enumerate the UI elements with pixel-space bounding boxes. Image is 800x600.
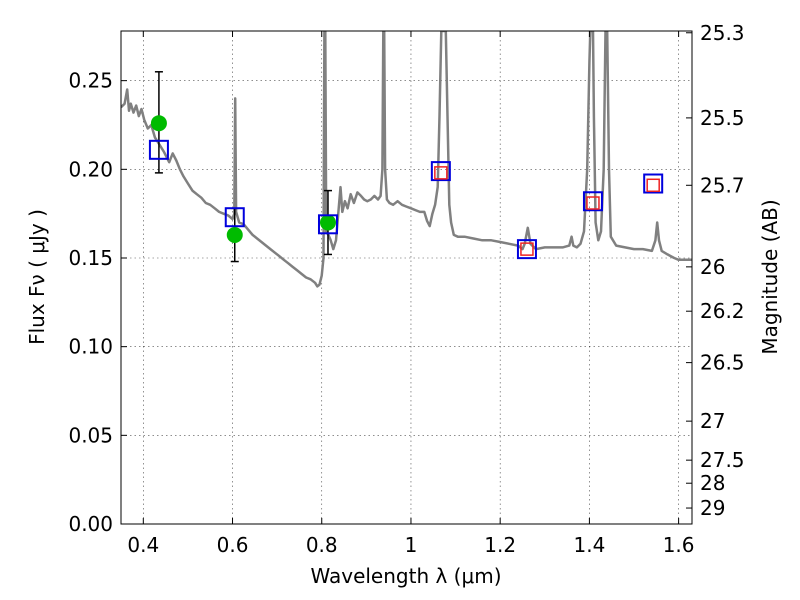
plot-area <box>121 31 692 288</box>
x-axis-label: Wavelength λ (μm) <box>310 564 501 588</box>
magnitude-tick-label: 25.5 <box>700 106 745 130</box>
y-tick-label: 0.05 <box>68 423 113 447</box>
model-band-flux-square <box>643 173 664 194</box>
y-tick-label: 0.00 <box>68 512 113 536</box>
model-band-flux-square <box>430 161 451 182</box>
predicted-flux-square <box>434 166 448 180</box>
x-tick-label: 0.4 <box>127 533 159 557</box>
plot-frame <box>120 30 693 525</box>
y-tick-label: 0.15 <box>68 246 113 270</box>
model-band-flux-square <box>582 191 603 212</box>
y-axis-label: Flux Fν ( μJy ) <box>25 209 49 345</box>
observed-flux-point <box>226 226 243 243</box>
y-tick-label: 0.20 <box>68 157 113 181</box>
magnitude-tick-label: 27 <box>700 409 725 433</box>
magnitude-tick-label: 28 <box>700 471 725 495</box>
magnitude-tick-label: 26.2 <box>700 299 745 323</box>
x-tick-label: 0.8 <box>306 533 338 557</box>
axis-ticks: 0.4 0.6 0.8 1 1.2 1.4 1.6 0.00 0.05 0.10 0.15 0.20 0… <box>68 21 744 557</box>
x-tick-label: 1.4 <box>573 533 605 557</box>
x-tick-label: 0.6 <box>217 533 249 557</box>
grid-lines <box>121 31 692 525</box>
magnitude-tick-label: 26.5 <box>700 351 745 375</box>
observed-flux-point <box>150 115 167 132</box>
x-tick-label: 1.6 <box>663 533 695 557</box>
x-tick-label: 1 <box>405 533 418 557</box>
observed-flux-point <box>319 214 336 231</box>
magnitude-tick-label: 27.5 <box>700 448 745 472</box>
model-band-flux-square <box>224 207 245 228</box>
magnitude-tick-label: 25.3 <box>700 21 745 45</box>
predicted-flux-square <box>646 178 660 193</box>
predicted-flux-square <box>520 242 534 256</box>
model-band-flux-square <box>148 139 169 160</box>
y-tick-label: 0.25 <box>68 69 113 93</box>
x-tick-label: 1.2 <box>484 533 516 557</box>
magnitude-tick-label: 25.7 <box>700 173 745 197</box>
predicted-flux-square <box>586 196 600 210</box>
magnitude-tick-label: 26 <box>700 255 725 279</box>
model-band-flux-square <box>516 239 537 260</box>
right-y-axis-label: Magnitude (AB) <box>758 199 782 354</box>
sed-model-line <box>121 31 692 288</box>
y-tick-label: 0.10 <box>68 335 113 359</box>
model-band-flux-square <box>317 214 338 235</box>
magnitude-tick-label: 29 <box>700 496 725 520</box>
